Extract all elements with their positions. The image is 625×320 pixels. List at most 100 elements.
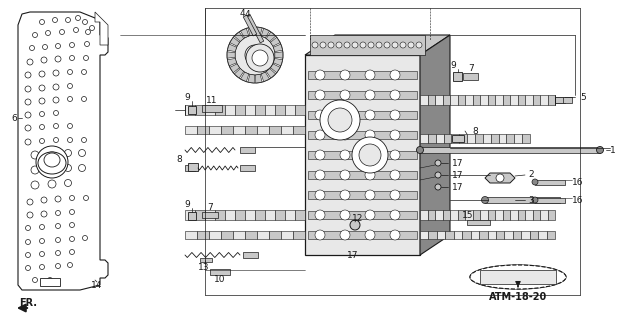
Polygon shape (271, 37, 280, 46)
Circle shape (435, 172, 441, 178)
Circle shape (390, 150, 400, 160)
Circle shape (246, 44, 274, 72)
Polygon shape (428, 95, 435, 105)
Text: 17: 17 (452, 182, 464, 191)
Circle shape (340, 90, 350, 100)
Bar (308, 211, 417, 219)
Polygon shape (459, 133, 467, 142)
Polygon shape (205, 210, 215, 220)
Polygon shape (261, 28, 269, 38)
Circle shape (48, 180, 56, 188)
Circle shape (42, 44, 47, 50)
Polygon shape (209, 126, 221, 134)
Polygon shape (479, 231, 488, 239)
Circle shape (365, 130, 375, 140)
Polygon shape (420, 95, 428, 105)
Polygon shape (305, 35, 450, 55)
Circle shape (320, 100, 360, 140)
Polygon shape (221, 126, 233, 134)
Polygon shape (485, 197, 560, 203)
Circle shape (435, 184, 441, 190)
Circle shape (596, 147, 604, 154)
Circle shape (76, 15, 81, 20)
Polygon shape (275, 210, 285, 220)
Polygon shape (450, 210, 458, 220)
Polygon shape (563, 97, 572, 103)
Polygon shape (285, 210, 295, 220)
Polygon shape (281, 231, 293, 239)
Polygon shape (233, 231, 245, 239)
Polygon shape (420, 35, 450, 255)
Polygon shape (488, 210, 495, 220)
Circle shape (64, 164, 71, 172)
Circle shape (365, 110, 375, 120)
Circle shape (25, 112, 31, 118)
Circle shape (82, 20, 88, 25)
Polygon shape (225, 105, 235, 115)
Polygon shape (467, 220, 490, 225)
Circle shape (365, 230, 375, 240)
Polygon shape (200, 258, 212, 262)
Circle shape (53, 97, 59, 103)
Polygon shape (506, 133, 514, 142)
Polygon shape (480, 270, 556, 284)
Circle shape (435, 160, 441, 166)
Polygon shape (442, 95, 450, 105)
Polygon shape (257, 126, 269, 134)
Polygon shape (522, 133, 530, 142)
Text: 8: 8 (176, 155, 182, 164)
Circle shape (56, 237, 61, 243)
Circle shape (64, 180, 71, 187)
Circle shape (315, 70, 325, 80)
Circle shape (54, 138, 59, 142)
Circle shape (340, 230, 350, 240)
Polygon shape (241, 72, 249, 82)
Circle shape (416, 147, 424, 154)
Text: 16: 16 (572, 196, 584, 204)
Polygon shape (233, 126, 245, 134)
Circle shape (340, 110, 350, 120)
Circle shape (390, 70, 400, 80)
Polygon shape (234, 32, 244, 42)
Circle shape (84, 55, 89, 60)
Circle shape (392, 42, 398, 48)
Polygon shape (195, 210, 205, 220)
Circle shape (79, 164, 86, 172)
Circle shape (532, 179, 538, 185)
Circle shape (315, 110, 325, 120)
Circle shape (532, 197, 538, 203)
Polygon shape (230, 37, 239, 46)
Text: 9: 9 (184, 92, 190, 101)
Circle shape (66, 18, 71, 22)
Polygon shape (230, 64, 239, 73)
Polygon shape (499, 133, 506, 142)
Polygon shape (472, 95, 480, 105)
Polygon shape (451, 133, 459, 142)
Text: 14: 14 (91, 281, 103, 290)
Circle shape (53, 70, 59, 76)
Polygon shape (265, 210, 275, 220)
Text: 4: 4 (244, 10, 250, 19)
Polygon shape (510, 210, 518, 220)
Polygon shape (450, 95, 458, 105)
Circle shape (25, 72, 31, 78)
Text: 5: 5 (580, 92, 586, 101)
Circle shape (39, 98, 45, 104)
Polygon shape (471, 231, 479, 239)
Circle shape (82, 236, 88, 241)
Circle shape (390, 110, 400, 120)
Circle shape (69, 55, 74, 60)
Circle shape (368, 42, 374, 48)
Bar (308, 71, 417, 79)
Circle shape (42, 152, 62, 172)
Circle shape (48, 165, 56, 173)
Polygon shape (462, 231, 471, 239)
Polygon shape (463, 73, 478, 79)
Text: 7: 7 (468, 63, 474, 73)
Polygon shape (530, 231, 538, 239)
Polygon shape (480, 95, 488, 105)
Bar (240, 165, 255, 171)
Circle shape (39, 265, 44, 269)
Circle shape (39, 111, 44, 116)
Circle shape (52, 18, 57, 22)
